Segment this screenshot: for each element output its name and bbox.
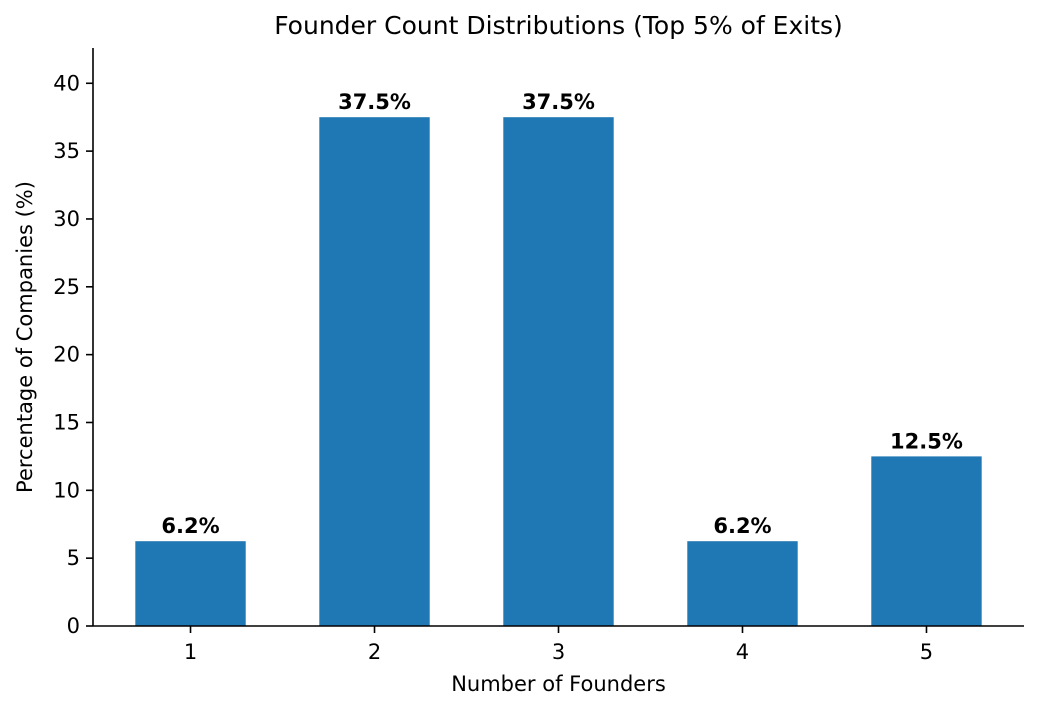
x-axis-label: Number of Founders [451, 672, 666, 696]
y-tick-label: 10 [53, 478, 80, 502]
y-axis-label: Percentage of Companies (%) [13, 181, 37, 493]
bars-group [135, 117, 982, 627]
y-tick-label: 0 [67, 614, 80, 638]
chart-title: Founder Count Distributions (Top 5% of E… [274, 11, 843, 40]
y-tick-label: 5 [67, 546, 80, 570]
y-tick-label: 25 [53, 275, 80, 299]
data-label-1: 6.2% [161, 514, 219, 538]
bar-5 [871, 456, 982, 626]
data-label-3: 37.5% [522, 90, 595, 114]
x-tick-label: 4 [736, 640, 749, 664]
bar-1 [135, 541, 246, 626]
y-tick-label: 15 [53, 410, 80, 434]
x-tick-label: 1 [184, 640, 197, 664]
bar-3 [503, 117, 614, 627]
x-tick-label: 5 [920, 640, 933, 664]
bar-2 [319, 117, 430, 627]
y-tick-label: 35 [53, 139, 80, 163]
x-tick-label: 3 [552, 640, 565, 664]
data-label-5: 12.5% [890, 429, 963, 453]
x-tick-label: 2 [368, 640, 381, 664]
y-tick-label: 20 [53, 343, 80, 367]
data-label-2: 37.5% [338, 90, 411, 114]
y-tick-label: 40 [53, 71, 80, 95]
data-labels-group: 6.2% 37.5% 37.5% 6.2% 12.5% [161, 90, 963, 538]
y-axis: 0 5 10 15 20 25 30 35 40 [53, 48, 94, 638]
y-tick-label: 30 [53, 207, 80, 231]
bar-4 [687, 541, 798, 626]
x-axis: 1 2 3 4 5 [93, 625, 1024, 664]
data-label-4: 6.2% [713, 514, 771, 538]
